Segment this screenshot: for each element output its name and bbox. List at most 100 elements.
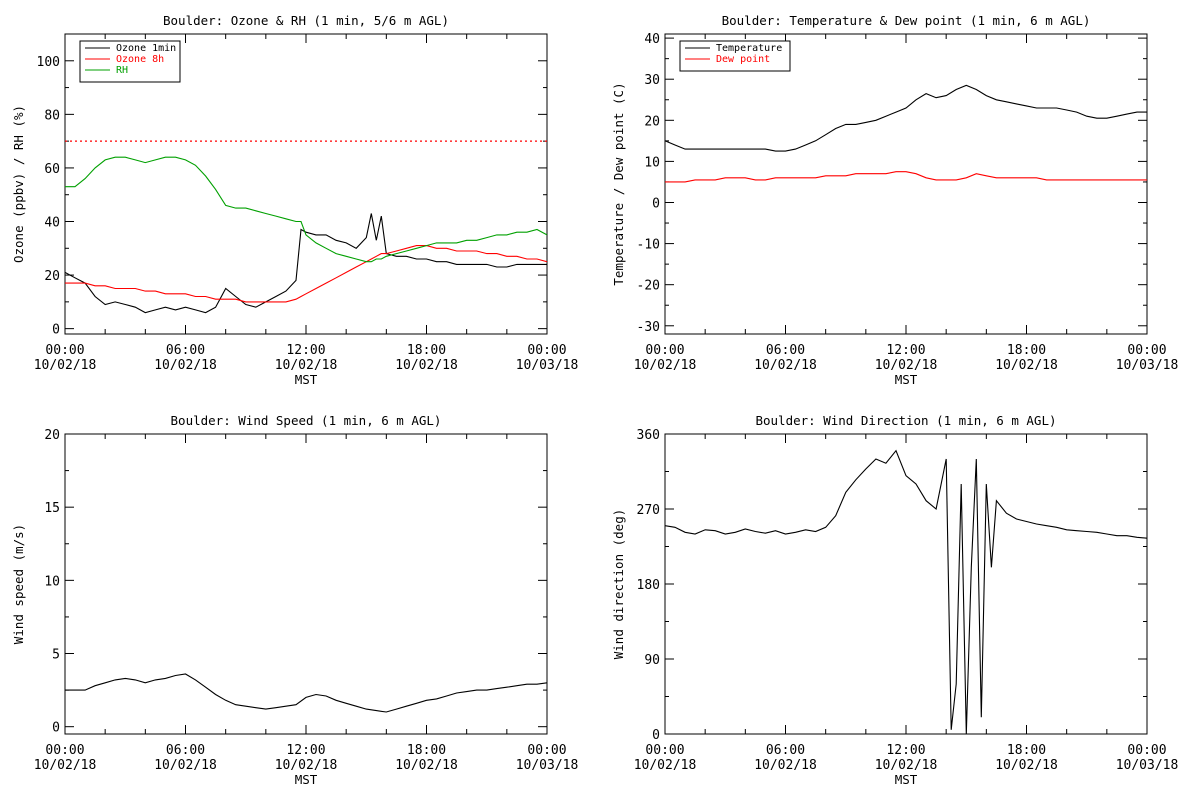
series-line-temperature bbox=[665, 84, 1147, 152]
x-tick-date-label: 10/02/18 bbox=[275, 758, 338, 773]
chart-title: Boulder: Ozone & RH (1 min, 5/6 m AGL) bbox=[163, 13, 449, 28]
x-tick-date-label: 10/03/18 bbox=[1116, 758, 1179, 773]
x-tick-time-label: 00:00 bbox=[527, 743, 566, 758]
y-tick-label: 0 bbox=[652, 728, 660, 743]
ozone-rh-panel: Boulder: Ozone & RH (1 min, 5/6 m AGL) Oz… bbox=[11, 13, 578, 387]
x-tick-date-label: 10/02/18 bbox=[995, 358, 1058, 373]
wind-speed-panel: Boulder: Wind Speed (1 min, 6 m AGL) Wind… bbox=[11, 413, 578, 787]
x-tick-time-label: 06:00 bbox=[766, 743, 805, 758]
y-tick-label: 100 bbox=[37, 55, 60, 70]
legend-label: Ozone 8h bbox=[116, 54, 164, 65]
legend-label: Temperature bbox=[716, 43, 782, 54]
x-tick-time-label: 00:00 bbox=[45, 743, 84, 758]
x-tick-date-label: 10/03/18 bbox=[516, 358, 579, 373]
x-tick-time-label: 00:00 bbox=[1127, 343, 1166, 358]
y-tick-label: 0 bbox=[52, 323, 60, 338]
legend-label: RH bbox=[116, 65, 128, 76]
x-tick-date-label: 10/02/18 bbox=[34, 758, 97, 773]
x-tick-date-label: 10/02/18 bbox=[634, 758, 697, 773]
x-tick-time-label: 18:00 bbox=[1007, 343, 1046, 358]
x-tick-date-label: 10/02/18 bbox=[875, 758, 938, 773]
legend-box bbox=[679, 40, 791, 72]
x-tick-date-label: 10/02/18 bbox=[34, 358, 97, 373]
x-axis-label: MST bbox=[895, 772, 918, 787]
plot-frame bbox=[664, 433, 1148, 735]
y-tick-label: 40 bbox=[644, 32, 660, 47]
y-tick-label: 60 bbox=[44, 162, 60, 177]
x-tick-time-label: 06:00 bbox=[166, 743, 205, 758]
x-tick-date-label: 10/02/18 bbox=[754, 358, 817, 373]
plot-area bbox=[665, 449, 1147, 734]
y-axis-label: Ozone (ppbv) / RH (%) bbox=[11, 105, 26, 263]
y-tick-label: 0 bbox=[652, 196, 660, 211]
y-tick-label: -10 bbox=[637, 238, 660, 253]
x-tick-time-label: 00:00 bbox=[527, 343, 566, 358]
series-line-data bbox=[665, 449, 1147, 734]
x-tick-date-label: 10/02/18 bbox=[395, 758, 458, 773]
y-tick-label: 40 bbox=[44, 216, 60, 231]
temperature-dewpoint-panel: Boulder: Temperature & Dew point (1 min,… bbox=[611, 13, 1178, 387]
series-line-ozone-1min bbox=[65, 213, 547, 314]
x-tick-date-label: 10/02/18 bbox=[395, 358, 458, 373]
x-tick-time-label: 12:00 bbox=[886, 343, 925, 358]
y-tick-label: 20 bbox=[644, 114, 660, 129]
plot-area bbox=[665, 84, 1147, 183]
y-tick-label: 90 bbox=[644, 653, 660, 668]
series-line-data bbox=[65, 673, 547, 713]
x-tick-time-label: 00:00 bbox=[1127, 743, 1166, 758]
x-tick-time-label: 18:00 bbox=[1007, 743, 1046, 758]
plot-area bbox=[65, 140, 547, 314]
legend-label: Dew point bbox=[716, 54, 770, 65]
x-tick-date-label: 10/02/18 bbox=[995, 758, 1058, 773]
x-tick-time-label: 12:00 bbox=[886, 743, 925, 758]
y-axis-label: Wind speed (m/s) bbox=[11, 524, 26, 644]
y-axis-label: Wind direction (deg) bbox=[611, 509, 626, 660]
series-line-ozone-8h bbox=[65, 245, 547, 303]
x-tick-time-label: 12:00 bbox=[286, 743, 325, 758]
y-tick-label: 20 bbox=[44, 269, 60, 284]
x-tick-time-label: 00:00 bbox=[645, 743, 684, 758]
x-tick-date-label: 10/02/18 bbox=[754, 758, 817, 773]
x-tick-date-label: 10/02/18 bbox=[154, 758, 217, 773]
x-axis-label: MST bbox=[295, 372, 318, 387]
series-line-dew-point bbox=[665, 171, 1147, 183]
x-tick-date-label: 10/03/18 bbox=[516, 758, 579, 773]
y-tick-label: 20 bbox=[44, 428, 60, 443]
plot-area bbox=[65, 673, 547, 713]
y-tick-label: 5 bbox=[52, 648, 60, 663]
x-tick-date-label: 10/03/18 bbox=[1116, 358, 1179, 373]
x-tick-time-label: 00:00 bbox=[45, 343, 84, 358]
y-axis-label: Temperature / Dew point (C) bbox=[611, 82, 626, 285]
y-tick-label: 10 bbox=[644, 155, 660, 170]
x-tick-time-label: 00:00 bbox=[645, 343, 684, 358]
x-axis-label: MST bbox=[295, 772, 318, 787]
y-tick-label: 180 bbox=[637, 578, 660, 593]
chart-title: Boulder: Temperature & Dew point (1 min,… bbox=[722, 13, 1091, 28]
x-tick-date-label: 10/02/18 bbox=[275, 358, 338, 373]
x-tick-date-label: 10/02/18 bbox=[154, 358, 217, 373]
y-tick-label: 30 bbox=[644, 73, 660, 88]
legend-label: Ozone 1min bbox=[116, 43, 176, 54]
x-axis-label: MST bbox=[895, 372, 918, 387]
plot-frame bbox=[664, 33, 1148, 335]
y-tick-label: 10 bbox=[44, 574, 60, 589]
y-tick-label: 15 bbox=[44, 501, 60, 516]
series-line-rh bbox=[65, 156, 547, 263]
x-tick-time-label: 18:00 bbox=[407, 343, 446, 358]
chart-title: Boulder: Wind Direction (1 min, 6 m AGL) bbox=[755, 413, 1056, 428]
y-tick-label: 360 bbox=[637, 428, 660, 443]
x-tick-date-label: 10/02/18 bbox=[634, 358, 697, 373]
y-tick-label: 0 bbox=[52, 721, 60, 736]
x-tick-time-label: 06:00 bbox=[766, 343, 805, 358]
x-tick-time-label: 06:00 bbox=[166, 343, 205, 358]
y-tick-label: -20 bbox=[637, 279, 660, 294]
wind-direction-panel: Boulder: Wind Direction (1 min, 6 m AGL)… bbox=[611, 413, 1178, 787]
chart-title: Boulder: Wind Speed (1 min, 6 m AGL) bbox=[171, 413, 442, 428]
y-tick-label: -30 bbox=[637, 320, 660, 335]
y-tick-label: 270 bbox=[637, 503, 660, 518]
x-tick-date-label: 10/02/18 bbox=[875, 358, 938, 373]
x-tick-time-label: 18:00 bbox=[407, 743, 446, 758]
plot-frame bbox=[64, 433, 548, 735]
x-tick-time-label: 12:00 bbox=[286, 343, 325, 358]
